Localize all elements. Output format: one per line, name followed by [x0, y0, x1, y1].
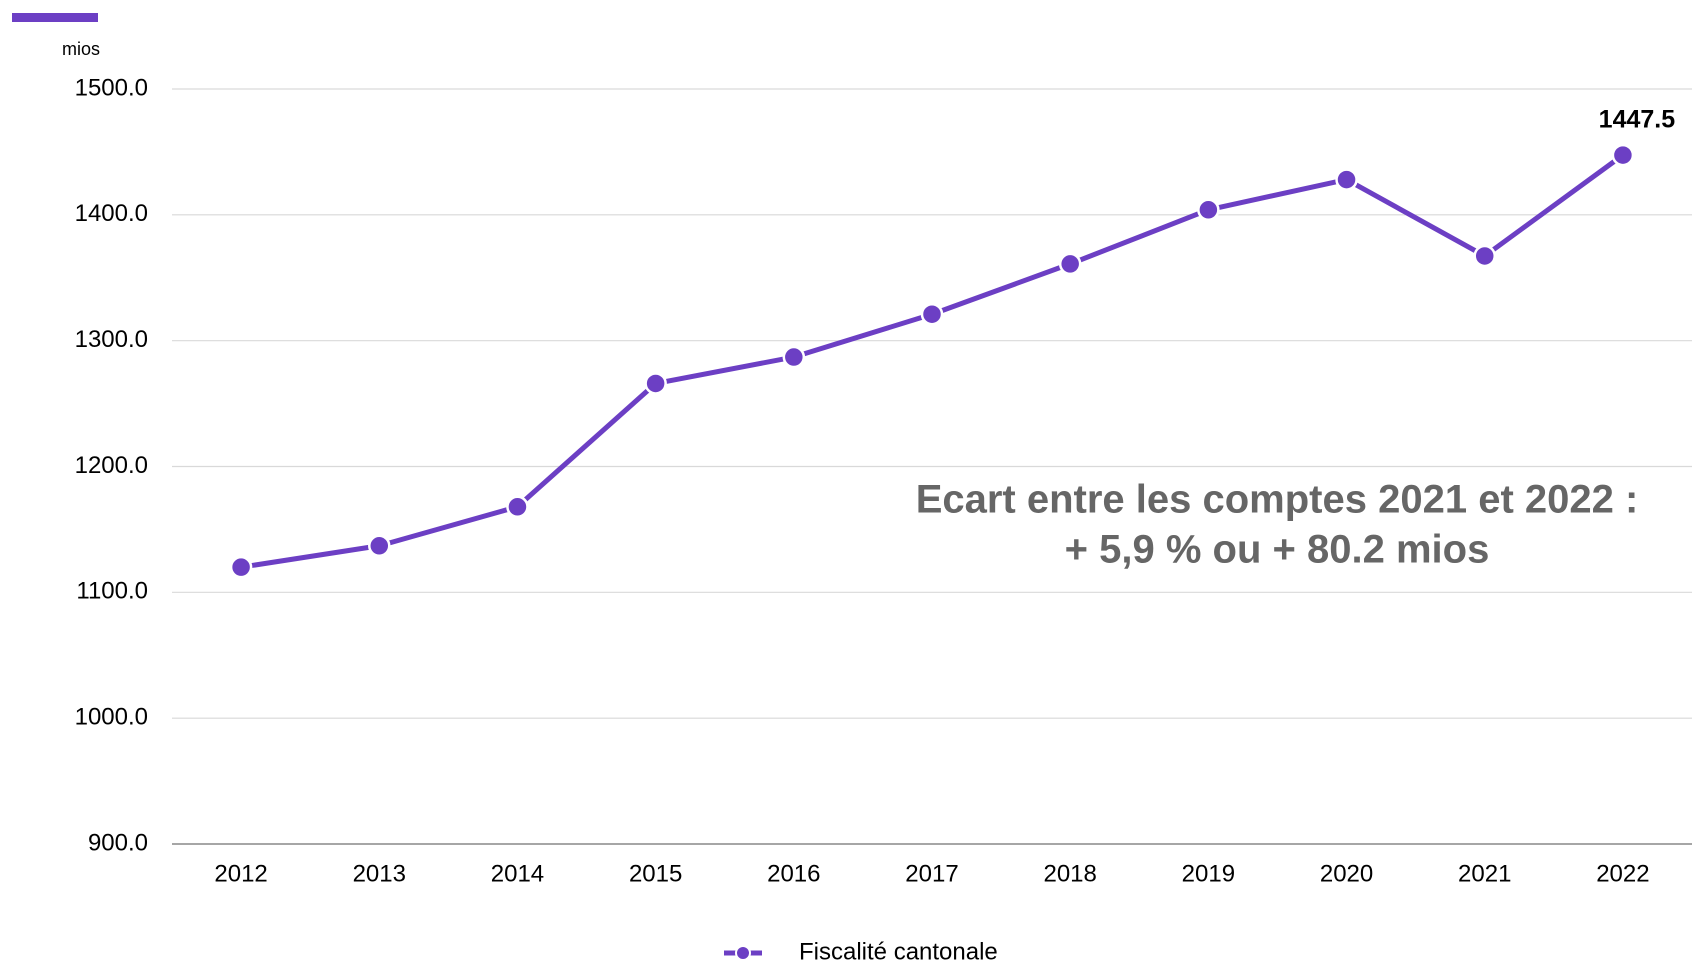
data-point: [1058, 252, 1082, 276]
data-point: [1473, 244, 1496, 268]
data-point: [1611, 143, 1635, 167]
data-label: 1447.5: [1599, 106, 1676, 134]
y-tick-label: 1100.0: [76, 578, 148, 605]
annotation: + 5,9 % ou + 80.2 mios: [1065, 528, 1490, 572]
annotation: Ecart entre les comptes 2021 et 2022 :: [916, 478, 1639, 522]
y-tick-label: 900.0: [88, 829, 148, 856]
y-tick-label: 1000.0: [75, 704, 148, 731]
x-tick-label: 2017: [905, 860, 958, 887]
y-tick-label: 1400.0: [75, 200, 148, 227]
y-tick-label: 1300.0: [75, 326, 148, 353]
x-tick-label: 2015: [629, 860, 682, 887]
x-tick-label: 2019: [1182, 860, 1235, 887]
data-point: [782, 345, 806, 369]
x-tick-label: 2020: [1320, 860, 1373, 887]
header-bar: [12, 13, 98, 22]
legend-marker: [735, 945, 751, 961]
data-point: [229, 555, 253, 579]
y-axis-unit: mios: [62, 39, 100, 59]
x-tick-label: 2016: [767, 860, 820, 887]
y-tick-label: 1500.0: [75, 74, 148, 101]
y-tick-label: 1200.0: [75, 452, 148, 479]
data-point: [1335, 168, 1358, 191]
x-tick-label: 2012: [214, 860, 267, 887]
x-tick-label: 2018: [1043, 860, 1096, 887]
legend-label: Fiscalité cantonale: [799, 938, 998, 965]
data-point: [1197, 198, 1220, 222]
data-point: [920, 302, 944, 326]
x-tick-label: 2013: [353, 860, 406, 887]
x-tick-label: 2014: [491, 860, 544, 887]
data-point: [644, 372, 667, 395]
data-point: [368, 534, 391, 558]
data-point: [506, 495, 529, 519]
x-tick-label: 2021: [1458, 860, 1511, 887]
x-tick-label: 2022: [1596, 860, 1649, 887]
